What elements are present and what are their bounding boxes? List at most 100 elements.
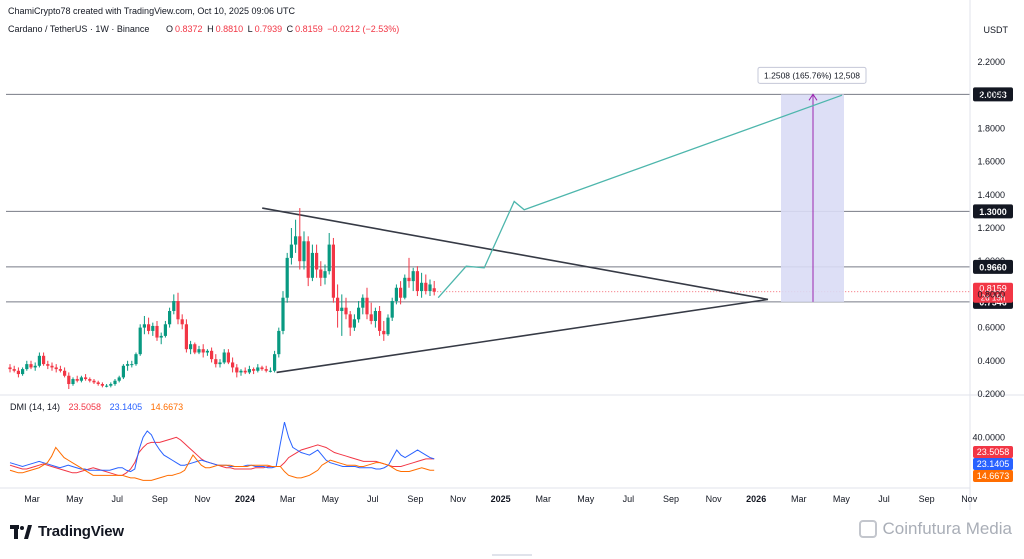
candle-body: [373, 311, 377, 321]
x-tick-label: Mar: [280, 494, 296, 504]
candle-body: [281, 297, 285, 331]
y-tick-label: 1.4000: [977, 190, 1005, 200]
candle-body: [75, 379, 79, 381]
candle-body: [369, 314, 373, 321]
candle-body: [310, 252, 314, 278]
dmi-value-tag: [973, 446, 1013, 458]
candle-body: [37, 355, 41, 366]
measure-label-box: [757, 66, 867, 84]
x-tick-label: May: [66, 494, 84, 504]
x-tick-label: Nov: [194, 494, 211, 504]
tradingview-brand[interactable]: TradingView: [10, 523, 124, 540]
dmi-value-tag: [973, 458, 1013, 470]
currency-label[interactable]: USDT: [983, 25, 1009, 35]
ohlc-close-value: 0.8159: [295, 24, 323, 34]
dmi-minus-value: 23.5058: [68, 402, 102, 412]
dmi-legend[interactable]: DMI (14, 14) 23.5058 23.1405 14.6673: [10, 402, 189, 412]
level-price-tag: [973, 259, 1013, 274]
x-tick-label: 2024: [235, 494, 255, 504]
candle-body: [386, 317, 390, 335]
candle-body: [235, 367, 239, 373]
candle-body: [16, 370, 20, 375]
level-price-label: 1.3000: [979, 207, 1007, 217]
candle-body: [289, 244, 293, 258]
ohlc-change: −0.0212 (−2.53%): [327, 24, 400, 34]
candle-body: [411, 271, 415, 282]
candle-body: [407, 277, 411, 282]
watermark: Coinfutura Media: [858, 519, 1012, 539]
measure-label: 1.2508 (165.76%) 12,508: [764, 70, 860, 80]
x-tick-label: May: [577, 494, 595, 504]
candle-body: [348, 314, 352, 328]
projection-path[interactable]: [437, 94, 843, 299]
candle-body: [176, 301, 180, 320]
candle-body: [109, 384, 113, 386]
candle-body: [285, 257, 289, 298]
dmi-series-line: [9, 436, 435, 476]
candle-body: [315, 252, 319, 270]
candle-body: [306, 241, 310, 278]
x-tick-label: Jul: [367, 494, 379, 504]
candle-body: [226, 352, 230, 363]
ohlc-readout: O 0.8372 H 0.8810 L 0.7939 C 0.8159 −0.0212 …: [166, 24, 401, 34]
symbol-title[interactable]: Cardano / TetherUS · 1W · Binance: [8, 24, 150, 34]
candle-body: [390, 301, 394, 318]
candle-body: [340, 307, 344, 311]
symmetrical-triangle[interactable]: [262, 207, 769, 374]
candle-body: [142, 324, 146, 328]
current-price-tag: [973, 282, 1013, 303]
candle-body: [302, 241, 306, 262]
candle-body: [168, 311, 172, 325]
price-range-measure[interactable]: 1.2508 (165.76%) 12,508: [757, 66, 867, 302]
candle-body: [180, 319, 184, 325]
candle-body: [12, 369, 16, 371]
candle-body: [264, 369, 268, 371]
watermark-text: Coinfutura Media: [882, 519, 1012, 538]
x-tick-label: May: [833, 494, 851, 504]
candle-body: [428, 284, 432, 292]
x-tick-label: Nov: [961, 494, 978, 504]
candle-body: [357, 307, 361, 320]
dmi-value-label: 23.5058: [977, 447, 1010, 457]
candle-body: [361, 297, 365, 308]
projected-price-path: [437, 94, 843, 299]
candle-body: [424, 282, 428, 292]
ohlc-open-value: 0.8372: [175, 24, 203, 34]
ohlc-low-key: L: [247, 24, 253, 34]
scroll-indicator[interactable]: [492, 554, 532, 556]
candle-body: [163, 324, 167, 336]
x-tick-label: Jul: [111, 494, 123, 504]
candle-body: [193, 344, 197, 353]
candle-countdown-label: 2d 15h: [981, 293, 1005, 302]
candle-body: [365, 297, 369, 315]
x-tick-label: 2026: [746, 494, 766, 504]
candle-body: [319, 269, 323, 278]
candle-body: [327, 244, 331, 272]
adx-value: 14.6673: [150, 402, 184, 412]
candle-body: [399, 287, 403, 298]
level-price-label: 0.9660: [979, 262, 1007, 272]
candle-body: [71, 379, 75, 385]
dmi-value-label: 23.1405: [977, 459, 1010, 469]
dmi-series-line: [9, 446, 435, 481]
candle-body: [201, 349, 205, 353]
candle-body: [58, 369, 62, 371]
y-tick-label: 0.2000: [977, 389, 1005, 399]
candle-body: [113, 380, 117, 385]
candle-body: [67, 375, 71, 385]
candle-body: [159, 335, 163, 338]
candle-body: [92, 380, 96, 383]
candle-body: [117, 377, 121, 381]
dmi-panel: 23.5058 23.1405 14.6673: [9, 422, 1013, 482]
candle-body: [247, 369, 251, 373]
y-tick-label: 1.6000: [977, 157, 1005, 167]
candle-body: [172, 301, 176, 311]
dmi-title: DMI (14, 14): [10, 402, 61, 412]
candle-body: [252, 369, 256, 371]
x-tick-label: 2025: [491, 494, 511, 504]
candle-body: [54, 367, 58, 370]
ohlc-low-value: 0.7939: [254, 24, 283, 34]
x-tick-label: Nov: [706, 494, 723, 504]
